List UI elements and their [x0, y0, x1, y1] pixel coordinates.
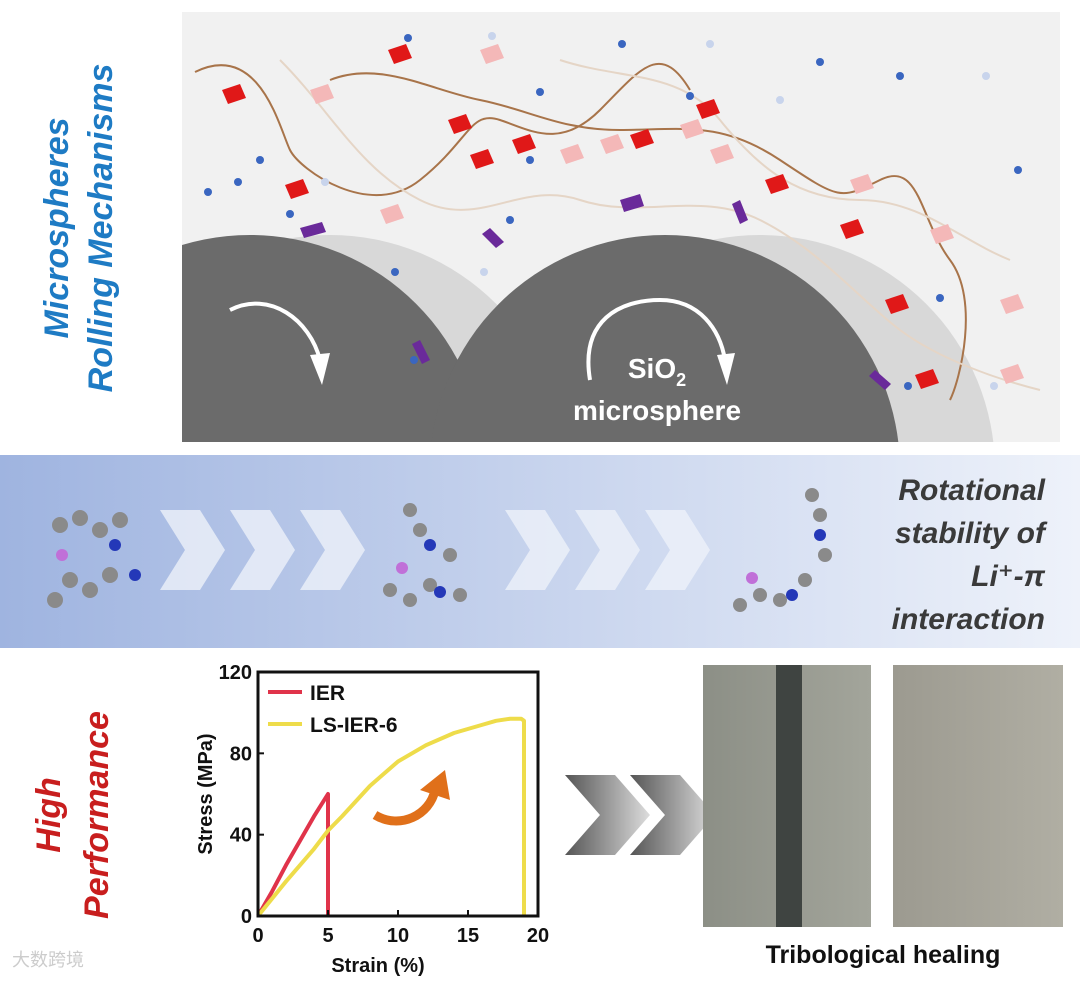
trend-arrow-head [420, 770, 450, 800]
legend-label: IER [310, 682, 345, 705]
pendant-groups-purple [300, 194, 891, 390]
rotation-arrow [229, 301, 322, 361]
band-text: Li⁺-π [971, 560, 1045, 593]
x-tick-label: 15 [457, 925, 479, 947]
sphere [431, 235, 899, 442]
side-title: Microspheres [38, 117, 76, 338]
band-text: interaction [892, 603, 1045, 636]
top-panel: SiO2 microsphere [182, 12, 1060, 442]
y-tick-label: 120 [219, 662, 252, 684]
x-tick-label: 0 [252, 925, 263, 947]
photo-healed [893, 665, 1063, 927]
pendant-groups [222, 44, 939, 389]
middle-band: Rotational stability of Li⁺-π interactio… [0, 455, 1080, 648]
atoms [56, 529, 826, 601]
rotation-arrow-head [310, 353, 330, 385]
stress-strain-chart: IER LS-IER-6 0 5 10 15 20 0 40 80 120 Strain (%) Str… [195, 662, 549, 977]
ions-faded [321, 32, 998, 390]
subscript: 2 [676, 370, 686, 390]
molecules [47, 488, 832, 612]
y-tick-label: 80 [230, 743, 252, 765]
y-tick-label: 40 [230, 825, 252, 847]
polymer-chain [329, 72, 967, 401]
photo-caption: Tribological healing [766, 941, 1001, 969]
sphere [182, 235, 484, 442]
x-tick-label: 20 [527, 925, 549, 947]
sphere-word: microsphere [573, 395, 741, 426]
photo-chevrons [565, 775, 715, 855]
band-text: stability of [895, 517, 1048, 550]
chevrons [160, 510, 710, 590]
x-axis-label: Strain (%) [331, 955, 424, 977]
plot-frame [256, 670, 540, 918]
scratch [776, 665, 802, 927]
series-line [256, 792, 330, 917]
series-line [256, 716, 526, 918]
sphere-label: SiO2 [628, 353, 686, 390]
watermark: 大数跨境 [12, 950, 84, 970]
formula: SiO [628, 353, 676, 384]
trend-arrow [372, 788, 440, 826]
ions [204, 34, 1022, 390]
polymer-chain [194, 62, 691, 197]
rotation-arrow-head [717, 353, 735, 385]
pendant-groups-faded [310, 44, 1024, 384]
x-tick-label: 5 [322, 925, 333, 947]
side-title: High [30, 777, 68, 853]
y-tick-label: 0 [241, 906, 252, 928]
rotation-arrow [586, 297, 727, 381]
legend-label: LS-IER-6 [310, 714, 398, 737]
polymer-chain [279, 59, 1041, 391]
band-text: Rotational [898, 474, 1045, 507]
y-axis-label: Stress (MPa) [195, 733, 217, 854]
x-tick-label: 10 [387, 925, 409, 947]
side-title: Performance [78, 711, 116, 919]
side-title: Rolling Mechanisms [82, 64, 120, 393]
